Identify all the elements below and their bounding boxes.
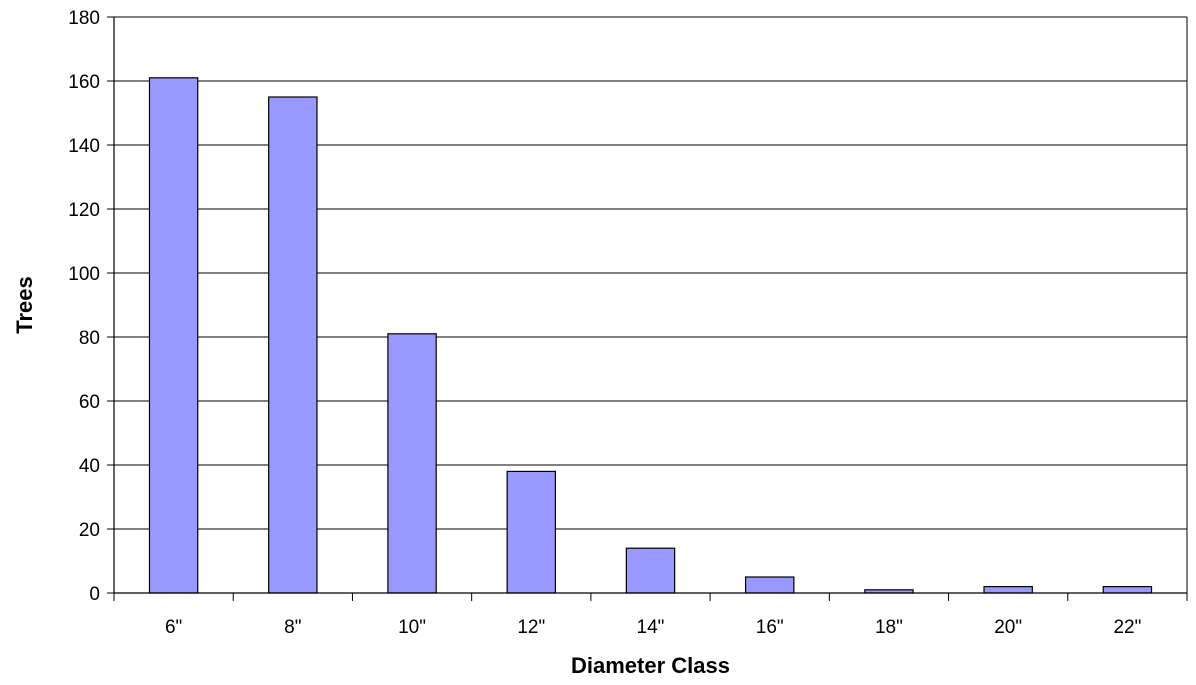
y-axis-title: Trees bbox=[12, 276, 37, 334]
y-tick-label: 40 bbox=[79, 456, 100, 477]
x-tick-labels: 6" 8" 10" 12" 14" 16" 18" 20" 22" bbox=[165, 617, 1141, 638]
y-tick-label: 140 bbox=[68, 136, 100, 157]
y-tick-label: 80 bbox=[79, 328, 100, 349]
x-axis-title: Diameter Class bbox=[571, 653, 730, 678]
y-tick-label: 160 bbox=[68, 72, 100, 93]
x-tick-label: 20" bbox=[994, 617, 1022, 638]
y-tick-labels: 0 20 40 60 80 100 120 140 160 180 bbox=[68, 8, 100, 605]
bar bbox=[625, 547, 676, 594]
bar bbox=[148, 77, 199, 594]
x-tick-label: 22" bbox=[1113, 617, 1141, 638]
x-tick-label: 10" bbox=[398, 617, 426, 638]
x-tick-label: 18" bbox=[875, 617, 903, 638]
x-tick-label: 6" bbox=[165, 617, 182, 638]
y-tick-label: 100 bbox=[68, 264, 100, 285]
axes bbox=[107, 16, 1188, 601]
y-tick-label: 120 bbox=[68, 200, 100, 221]
bar bbox=[506, 470, 557, 594]
bar bbox=[387, 333, 437, 594]
bar bbox=[983, 585, 1033, 594]
y-tick-label: 60 bbox=[79, 392, 100, 413]
x-tick-label: 14" bbox=[637, 617, 665, 638]
bar bbox=[1102, 585, 1153, 594]
y-tick-label: 180 bbox=[68, 8, 100, 29]
bars bbox=[148, 77, 1153, 594]
x-tick-label: 8" bbox=[284, 617, 301, 638]
y-tick-label: 0 bbox=[89, 584, 100, 605]
bar bbox=[268, 96, 318, 594]
x-tick-label: 16" bbox=[756, 617, 784, 638]
y-tick-label: 20 bbox=[79, 520, 100, 541]
bar bbox=[744, 576, 795, 594]
x-tick-label: 12" bbox=[517, 617, 545, 638]
